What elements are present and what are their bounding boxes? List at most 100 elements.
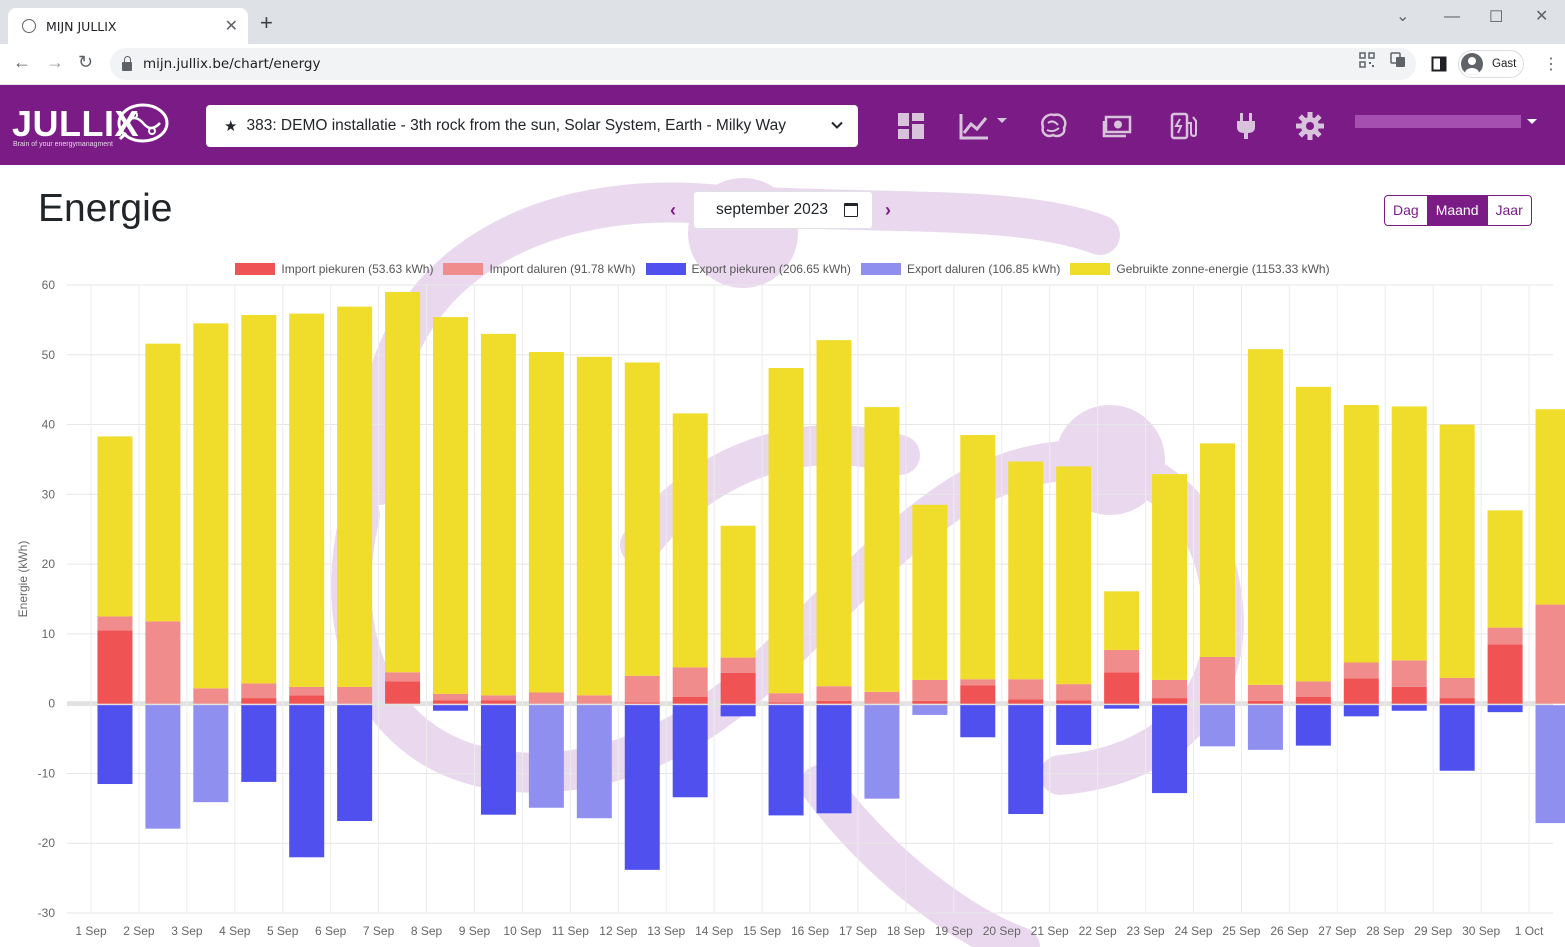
bar-export-peak[interactable] xyxy=(97,705,133,785)
legend-item[interactable]: Export piekuren (206.65 kWh) xyxy=(645,262,851,276)
profile-button[interactable]: Gast xyxy=(1458,50,1524,78)
bar-import-off[interactable] xyxy=(1247,684,1283,701)
bar-export-peak[interactable] xyxy=(1439,705,1475,771)
bar-import-off[interactable] xyxy=(864,691,900,704)
bar-solar[interactable] xyxy=(912,504,948,680)
bar-export-peak[interactable] xyxy=(1391,705,1427,711)
bar-solar[interactable] xyxy=(97,436,133,617)
bar-solar[interactable] xyxy=(624,362,660,676)
back-button[interactable]: ← xyxy=(13,52,31,72)
bar-import-off[interactable] xyxy=(1104,649,1140,673)
bar-solar[interactable] xyxy=(1152,474,1188,680)
bar-solar[interactable] xyxy=(1199,443,1235,657)
bar-import-peak[interactable] xyxy=(241,698,277,704)
close-window-button[interactable]: ✕ xyxy=(1535,8,1549,25)
bar-export-off[interactable] xyxy=(1535,705,1565,824)
bar-import-off[interactable] xyxy=(576,695,612,704)
legend-item[interactable]: Gebruikte zonne-energie (1153.33 kWh) xyxy=(1070,262,1330,276)
bar-export-off[interactable] xyxy=(1199,705,1235,747)
bar-export-peak[interactable] xyxy=(720,705,756,717)
bar-solar[interactable] xyxy=(145,343,181,622)
bar-import-off[interactable] xyxy=(1487,627,1523,645)
bar-solar[interactable] xyxy=(1056,466,1092,685)
bar-import-off[interactable] xyxy=(528,692,564,704)
bar-import-peak[interactable] xyxy=(912,700,948,704)
bar-import-peak[interactable] xyxy=(385,681,421,704)
bar-export-off[interactable] xyxy=(193,705,229,803)
bar-solar[interactable] xyxy=(1104,591,1140,650)
bar-import-peak[interactable] xyxy=(720,672,756,704)
bar-import-peak[interactable] xyxy=(1152,698,1188,704)
bar-import-off[interactable] xyxy=(1391,660,1427,687)
bar-solar[interactable] xyxy=(864,407,900,692)
bar-solar[interactable] xyxy=(528,351,564,693)
bar-export-peak[interactable] xyxy=(816,705,852,814)
bar-import-off[interactable] xyxy=(672,667,708,697)
bar-import-off[interactable] xyxy=(241,683,277,699)
close-tab-icon[interactable]: ✕ xyxy=(224,18,238,35)
translate-icon[interactable] xyxy=(1390,52,1406,68)
bar-solar[interactable] xyxy=(193,323,229,689)
bar-solar[interactable] xyxy=(480,333,516,696)
bar-import-off[interactable] xyxy=(960,679,996,686)
jullix-logo[interactable]: JULLIX Brain of your energymanagment xyxy=(12,103,169,148)
bar-export-peak[interactable] xyxy=(480,705,516,815)
bar-solar[interactable] xyxy=(1439,424,1475,678)
bar-import-peak[interactable] xyxy=(289,695,325,704)
bar-import-peak[interactable] xyxy=(624,702,660,704)
bar-import-peak[interactable] xyxy=(1247,700,1283,704)
new-tab-button[interactable]: + xyxy=(260,10,273,35)
bar-import-off[interactable] xyxy=(1008,679,1044,700)
bar-export-peak[interactable] xyxy=(289,705,325,858)
bar-import-peak[interactable] xyxy=(1343,678,1379,704)
bar-solar[interactable] xyxy=(1247,349,1283,685)
legend-item[interactable]: Import piekuren (53.63 kWh) xyxy=(235,262,433,276)
legend-item[interactable]: Import daluren (91.78 kWh) xyxy=(443,262,636,276)
range-option-dag[interactable]: Dag xyxy=(1393,202,1419,218)
bar-import-off[interactable] xyxy=(289,686,325,696)
bar-export-peak[interactable] xyxy=(1152,705,1188,794)
bar-solar[interactable] xyxy=(1343,405,1379,663)
bar-export-peak[interactable] xyxy=(1295,705,1331,746)
bar-export-peak[interactable] xyxy=(1056,705,1092,745)
bar-export-peak[interactable] xyxy=(1008,705,1044,815)
dashboard-icon[interactable] xyxy=(896,111,926,141)
bar-import-off[interactable] xyxy=(1295,681,1331,697)
caret-down-icon[interactable] xyxy=(1527,119,1537,124)
bar-import-peak[interactable] xyxy=(1295,696,1331,704)
bar-import-peak[interactable] xyxy=(1391,686,1427,704)
bar-export-peak[interactable] xyxy=(337,705,373,821)
bar-import-off[interactable] xyxy=(1152,679,1188,699)
bar-solar[interactable] xyxy=(1008,461,1044,680)
bar-export-peak[interactable] xyxy=(433,705,469,711)
bar-import-off[interactable] xyxy=(145,621,181,704)
bar-import-peak[interactable] xyxy=(1439,698,1475,704)
user-menu[interactable] xyxy=(1355,115,1521,128)
bar-import-off[interactable] xyxy=(768,693,804,703)
reload-button[interactable]: ↻ xyxy=(78,52,94,72)
bar-solar[interactable] xyxy=(576,356,612,696)
legend-item[interactable]: Export daluren (106.85 kWh) xyxy=(860,262,1060,276)
money-icon[interactable] xyxy=(1102,111,1132,141)
brain-icon[interactable] xyxy=(1038,111,1068,141)
bar-import-off[interactable] xyxy=(337,686,373,704)
bar-import-peak[interactable] xyxy=(1008,699,1044,704)
bar-import-off[interactable] xyxy=(1343,662,1379,679)
bar-import-off[interactable] xyxy=(385,672,421,682)
bar-solar[interactable] xyxy=(241,315,277,684)
charging-station-icon[interactable] xyxy=(1168,111,1198,141)
bar-solar[interactable] xyxy=(768,368,804,694)
bar-solar[interactable] xyxy=(289,313,325,687)
chart-line-icon[interactable] xyxy=(958,111,1008,141)
bar-solar[interactable] xyxy=(1295,386,1331,682)
bar-import-off[interactable] xyxy=(624,675,660,703)
bar-solar[interactable] xyxy=(960,435,996,680)
qr-code-icon[interactable] xyxy=(1359,52,1375,68)
bar-export-peak[interactable] xyxy=(241,705,277,782)
bar-import-peak[interactable] xyxy=(97,630,133,704)
bar-import-off[interactable] xyxy=(1199,656,1235,704)
bar-import-off[interactable] xyxy=(1439,677,1475,699)
bar-export-off[interactable] xyxy=(576,705,612,819)
bar-import-off[interactable] xyxy=(1535,604,1565,704)
minimize-button[interactable]: — xyxy=(1444,8,1460,25)
